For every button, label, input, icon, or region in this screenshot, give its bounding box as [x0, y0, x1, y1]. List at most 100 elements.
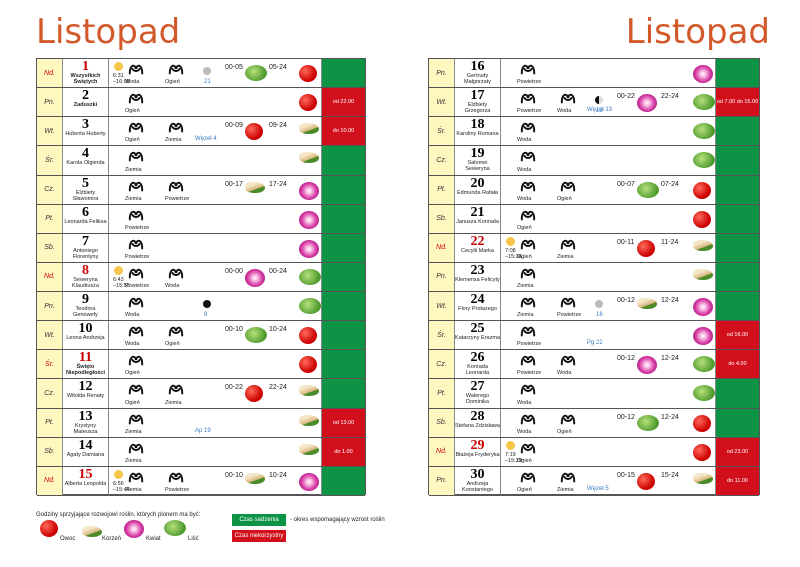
planting-period-green	[321, 175, 365, 204]
astro-node: Węzeł 4	[195, 136, 217, 143]
element-label: Ziemia	[125, 166, 142, 173]
table-row: Śr. 4 Karola Olgierda Ziemia	[37, 146, 365, 176]
name-day: Stefana Zdzisława	[455, 422, 500, 429]
root-icon	[245, 472, 265, 484]
name-day: Salomei Seweryna	[465, 160, 490, 173]
zodiac-icon	[519, 440, 537, 456]
table-row: Nd. 22 Cecylii Marka 7:08 –15:36 Ogień Ziemia…	[429, 233, 759, 263]
planting-period-green	[715, 204, 759, 233]
zodiac-icon	[519, 236, 537, 252]
date-cell: 29 Błażeja Fryderyka	[455, 437, 501, 466]
flower-icon	[299, 472, 319, 491]
name-day: Elżbiety Sławomira	[72, 189, 99, 202]
day-number: 21	[470, 204, 485, 220]
date-cell: 27 Walerego Dominika	[455, 379, 501, 408]
element-label: Ziemia	[557, 253, 574, 260]
day-number: 9	[82, 292, 89, 308]
element-label: Ogień	[165, 79, 180, 86]
name-day: Andrzeja Konstantego	[462, 480, 493, 493]
planting-period-green	[321, 379, 365, 408]
leaf-icon	[245, 65, 267, 81]
element-label: Woda	[517, 399, 532, 406]
time-range-2: 10-24	[269, 471, 287, 479]
day-number: 18	[470, 117, 485, 133]
name-day: Święto Niepodległości	[65, 364, 106, 377]
name-day: Leonarda Feliksa	[64, 218, 107, 225]
day-number: 3	[82, 117, 89, 133]
fruit-icon	[299, 65, 317, 82]
element-label: Ziemia	[517, 283, 534, 290]
element-label: Woda	[125, 341, 140, 348]
sun-icon	[114, 469, 123, 479]
date-cell: 18 Karoliny Romana	[455, 117, 501, 146]
table-row: Wt. 10 Leona Andrzeja Woda Ogień 00-10 10-24	[37, 321, 365, 351]
zodiac-icon	[559, 352, 577, 368]
green-desc: - okres wspomagający wzrost roślin	[290, 517, 385, 523]
period-note: od 23.00	[726, 448, 749, 455]
time-range-2: 10-24	[269, 326, 287, 334]
leaf-icon	[637, 414, 659, 431]
zodiac-icon	[167, 323, 185, 339]
zodiac-icon	[127, 178, 145, 194]
sun-icon	[506, 440, 515, 450]
name-day: Antoniego Florentyny	[72, 247, 99, 260]
day-number: 24	[470, 292, 485, 308]
day-of-week: Pn.	[429, 59, 455, 88]
day-number: 28	[470, 408, 485, 424]
table-row: Sb. 14 Agaty Damiana Ziemia do 1.00	[37, 437, 365, 467]
name-day: Janusza Konrada	[456, 218, 499, 225]
moon-phase-icon	[595, 96, 603, 105]
day-of-week: Pt.	[37, 408, 63, 437]
zodiac-icon	[167, 381, 185, 397]
element-label: Woda	[517, 137, 532, 144]
time-range-1: 00-10	[225, 326, 243, 334]
zodiac-icon	[127, 90, 145, 106]
name-day: Wszystkich Świętych	[70, 73, 101, 85]
day-of-week: Pn.	[429, 262, 455, 292]
element-label: Powietrze	[517, 341, 542, 348]
time-range-2: 12-24	[661, 297, 679, 305]
leaf-icon	[693, 152, 715, 169]
date-cell: 28 Stefana Zdzisława	[455, 408, 501, 437]
sun-times: 7:08 –15:36	[505, 247, 522, 260]
time-range-2: 15-24	[661, 471, 679, 479]
planting-period-red: od 7.00 do 15.00	[715, 88, 759, 117]
moon-phase-icon	[203, 67, 211, 75]
element-label: Ogień	[517, 457, 532, 464]
root-icon	[299, 385, 319, 397]
fruit-icon	[693, 414, 711, 432]
date-cell: 25 Katarzyny Erazma	[455, 321, 501, 350]
leaf-icon	[637, 181, 659, 198]
table-row: Sb. 21 Janusza Konrada Ogień	[429, 204, 759, 234]
zodiac-icon	[127, 207, 145, 223]
date-cell: 10 Leona Andrzeja	[63, 321, 109, 350]
period-note: od 22.00	[332, 99, 355, 106]
day-number: 29	[470, 437, 485, 453]
day-number: 7	[82, 233, 89, 249]
date-cell: 14 Agaty Damiana	[63, 437, 109, 466]
date-cell: 3 Huberta Huberty	[63, 117, 109, 146]
zodiac-icon	[559, 469, 577, 485]
day-of-week: Nd.	[429, 437, 455, 466]
element-label: Ogień	[125, 108, 140, 115]
legend-leaf: Liść	[188, 536, 199, 542]
fruit-icon	[693, 443, 711, 461]
time-range-2: 09-24	[269, 122, 287, 130]
day-of-week: Śr.	[37, 350, 63, 379]
day-number: 11	[78, 350, 93, 366]
zodiac-icon	[519, 178, 537, 194]
zodiac-icon	[127, 352, 145, 368]
element-label: Powietrze	[125, 283, 150, 290]
legend-flower: Kwiat	[146, 536, 161, 542]
root-icon	[693, 472, 713, 484]
time-range-2: 22-24	[661, 93, 679, 101]
zodiac-icon	[519, 61, 537, 77]
astro-node: Węzeł 13	[587, 107, 613, 114]
zodiac-icon	[519, 90, 537, 106]
zodiac-icon	[559, 236, 577, 252]
fruit-icon	[637, 472, 655, 490]
day-number: 19	[470, 146, 485, 162]
table-row: Pn. 2 Zaduszki Ogień od 22.00	[37, 88, 365, 118]
root-icon	[637, 298, 657, 310]
day-of-week: Sb.	[429, 204, 455, 233]
